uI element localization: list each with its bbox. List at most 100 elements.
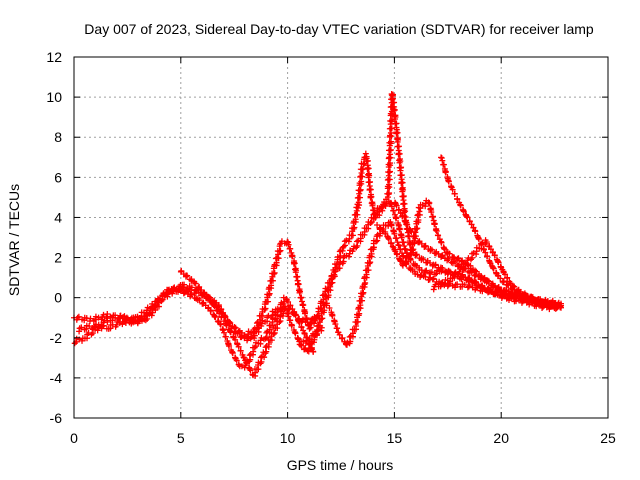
y-tick-label: -2 xyxy=(50,330,63,346)
data-point xyxy=(435,250,442,257)
y-tick-label: 12 xyxy=(46,49,62,65)
data-point xyxy=(296,289,303,296)
data-point xyxy=(428,209,435,216)
data-point xyxy=(74,314,81,321)
data-point xyxy=(395,206,402,213)
data-point xyxy=(366,260,373,267)
data-point xyxy=(474,284,481,291)
data-point xyxy=(336,331,343,338)
data-point xyxy=(464,214,471,221)
data-point xyxy=(286,317,293,324)
data-point xyxy=(359,290,366,297)
data-point xyxy=(100,311,107,318)
data-point xyxy=(370,207,377,214)
data-point xyxy=(454,281,461,288)
data-point xyxy=(363,158,370,165)
data-point xyxy=(362,279,369,286)
data-point xyxy=(475,236,482,243)
data-point xyxy=(456,268,463,275)
data-point xyxy=(468,269,475,276)
data-point xyxy=(438,154,445,161)
data-point xyxy=(382,229,389,236)
data-point xyxy=(390,107,397,114)
data-point xyxy=(201,289,208,296)
data-point xyxy=(468,277,475,284)
data-point xyxy=(442,169,449,176)
data-point xyxy=(495,284,502,291)
data-point xyxy=(284,310,291,317)
data-point xyxy=(394,239,401,246)
data-point xyxy=(277,247,284,254)
data-point xyxy=(271,269,278,276)
x-tick-label: 15 xyxy=(387,430,403,446)
data-point xyxy=(422,242,429,249)
series-track-j xyxy=(438,154,565,310)
data-point xyxy=(221,329,228,336)
data-point xyxy=(261,354,268,361)
data-point xyxy=(192,280,199,287)
data-point xyxy=(490,265,497,272)
data-point xyxy=(229,350,236,357)
data-point xyxy=(285,298,292,305)
data-point xyxy=(144,304,151,311)
data-points xyxy=(71,91,565,379)
data-point xyxy=(414,225,421,232)
data-point xyxy=(323,300,330,307)
data-point xyxy=(331,271,338,278)
data-point xyxy=(395,241,402,248)
data-point xyxy=(392,120,399,127)
data-point xyxy=(366,187,373,194)
data-point xyxy=(388,222,395,229)
data-point xyxy=(500,278,507,285)
data-point xyxy=(364,166,371,173)
data-point xyxy=(399,213,406,220)
data-point xyxy=(196,297,203,304)
data-point xyxy=(261,306,268,313)
data-point xyxy=(288,322,295,329)
data-point xyxy=(472,267,479,274)
data-point xyxy=(400,253,407,260)
data-point xyxy=(357,186,364,193)
data-point xyxy=(399,193,406,200)
data-point xyxy=(222,333,229,340)
data-point xyxy=(360,289,367,296)
data-point xyxy=(290,260,297,267)
data-point xyxy=(219,310,226,317)
data-point xyxy=(412,235,419,242)
data-point xyxy=(468,221,475,228)
y-tick-label: 10 xyxy=(46,89,62,105)
data-point xyxy=(420,256,427,263)
data-point xyxy=(429,276,436,283)
data-point xyxy=(78,324,85,331)
series-track-c xyxy=(76,281,325,379)
data-point xyxy=(292,266,299,273)
x-tick-label: 10 xyxy=(280,430,296,446)
axis-ticks: 0 5 10 15 20 25 -6 -4 -2 0 2 4 6 8 10 12 xyxy=(46,49,616,446)
data-point xyxy=(455,255,462,262)
data-point xyxy=(459,257,466,264)
data-point xyxy=(329,279,336,286)
data-point xyxy=(386,181,393,188)
data-point xyxy=(396,226,403,233)
data-point xyxy=(483,239,490,246)
data-point xyxy=(287,302,294,309)
data-point xyxy=(394,251,401,258)
y-tick-label: -4 xyxy=(50,370,63,386)
data-point xyxy=(351,224,358,231)
y-tick-label: 0 xyxy=(54,290,62,306)
data-point xyxy=(229,348,236,355)
data-point xyxy=(235,343,242,350)
data-point xyxy=(234,340,241,347)
data-point xyxy=(360,161,367,168)
data-point xyxy=(400,201,407,208)
data-point xyxy=(120,318,127,325)
data-point xyxy=(427,206,434,213)
data-point xyxy=(386,190,393,197)
x-tick-label: 20 xyxy=(493,430,509,446)
data-point xyxy=(392,235,399,242)
data-point xyxy=(286,245,293,252)
data-point xyxy=(457,202,464,209)
data-point xyxy=(507,290,514,297)
data-point xyxy=(226,343,233,350)
